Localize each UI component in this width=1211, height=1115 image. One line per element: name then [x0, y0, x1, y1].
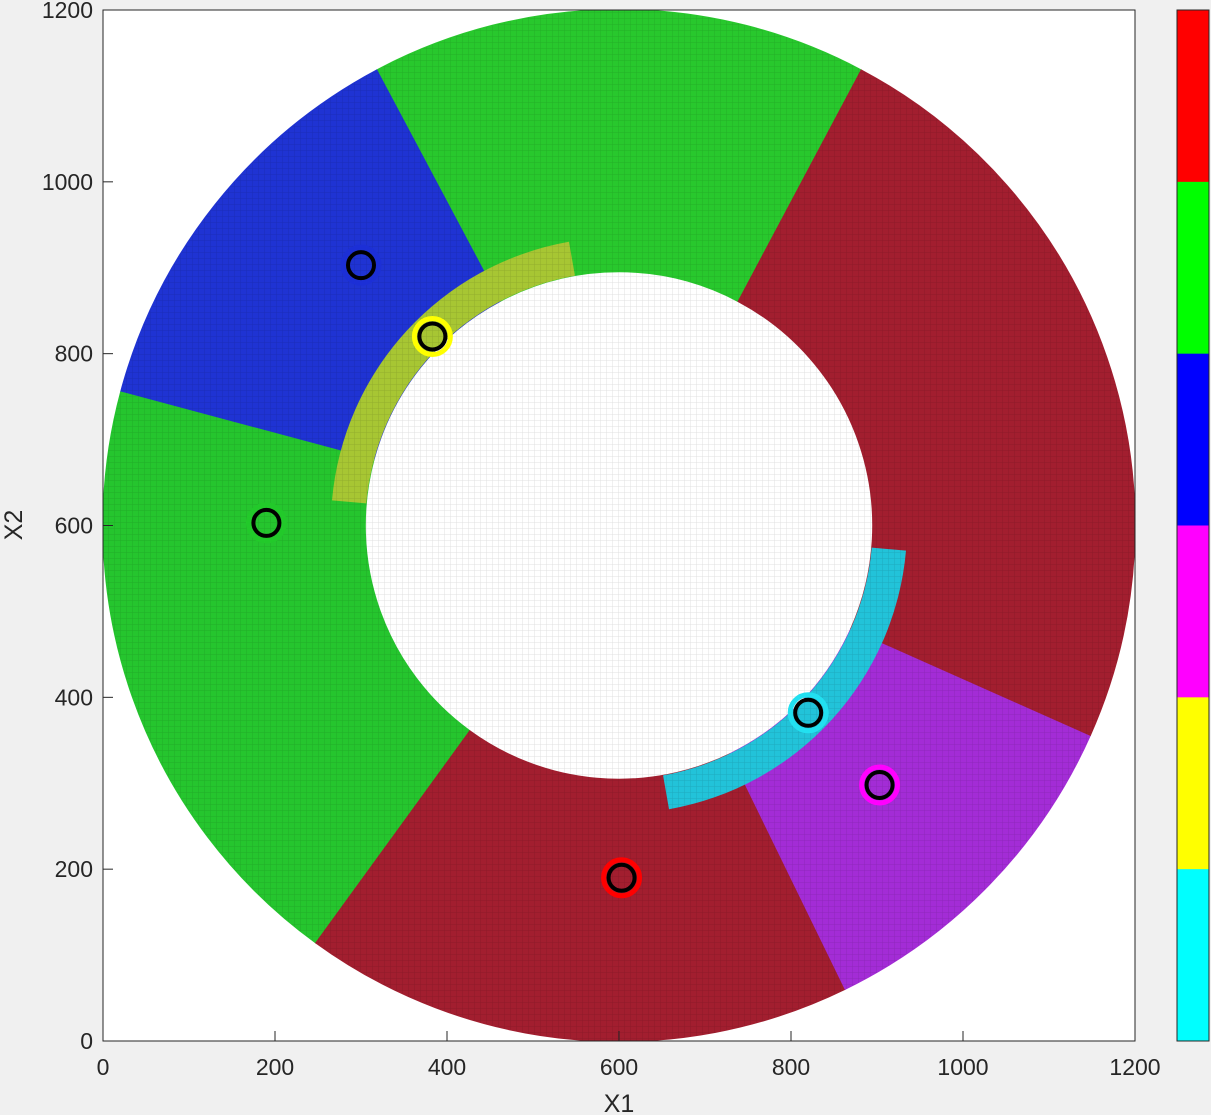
colorbar-box: [1176, 9, 1210, 1042]
point-2: [251, 507, 282, 538]
point-0: [346, 250, 376, 281]
colorbar-segment-2: [1177, 353, 1209, 526]
x-tick-label-3: 600: [600, 1054, 638, 1080]
y-tick-label-2: 400: [55, 684, 93, 710]
y-tick-label-4: 800: [55, 341, 93, 367]
y-tick-label-5: 1000: [42, 169, 93, 195]
axes: 0 200 400 600 800 1000 1200 0 200 400 600 800 1000 12…: [42, 0, 1161, 1080]
x-tick-label-2: 400: [428, 1054, 466, 1080]
y-axis-label: X2: [0, 510, 28, 541]
x-tick-label-6: 1200: [1109, 1054, 1160, 1080]
point-ring-2: [245, 502, 287, 544]
x-tick-label-5: 1000: [937, 1054, 988, 1080]
colorbar: [1176, 9, 1210, 1042]
y-tick-label-0: 0: [80, 1028, 93, 1054]
point-ring-3: [787, 692, 829, 734]
colorbar-segment-5: [1177, 869, 1209, 1042]
x-tick-label-0: 0: [97, 1054, 110, 1080]
x-axis-label: X1: [604, 1090, 635, 1115]
point-4: [864, 769, 895, 800]
point-3: [793, 697, 824, 728]
point-ring-0: [340, 244, 382, 286]
y-tick-label-1: 200: [55, 856, 93, 882]
colorbar-segment-3: [1177, 525, 1209, 698]
y-tick-label-3: 600: [55, 513, 93, 539]
point-1: [417, 321, 448, 352]
point-ring-4: [859, 764, 901, 806]
x-tick-label-4: 800: [772, 1054, 810, 1080]
colorbar-segment-0: [1177, 10, 1209, 183]
cell-grid-overlay: [103, 10, 1135, 1041]
point-5: [606, 862, 637, 893]
colorbar-segment-4: [1177, 697, 1209, 870]
point-ring-5: [601, 857, 643, 899]
point-ring-1: [411, 315, 453, 357]
y-tick-label-6: 1200: [42, 0, 93, 23]
x-tick-label-1: 200: [256, 1054, 294, 1080]
points-layer: [245, 244, 901, 899]
colorbar-segment-1: [1177, 181, 1209, 355]
